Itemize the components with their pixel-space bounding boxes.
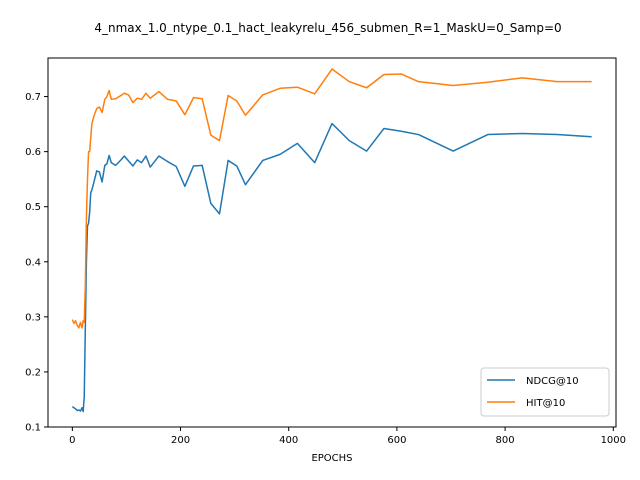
x-tick-label: 200 [171,435,190,446]
legend: NDCG@10 HIT@10 [480,367,610,417]
series-line-hit-10 [71,68,592,329]
y-tick-label: 0.2 [25,367,41,378]
y-tick-label: 0.5 [25,202,41,213]
y-tick-label: 0.1 [25,423,41,434]
axes-frame [47,57,617,428]
y-tick-label: 0.3 [25,312,41,323]
x-tick-label: 400 [279,435,298,446]
y-axis: 0.1 0.2 0.3 0.4 0.5 0.6 0.7 [25,92,48,434]
x-axis-label: EPOCHS [311,453,352,464]
x-tick-label: 1000 [601,435,626,446]
plot-area [71,68,592,413]
legend-label-ndcg: NDCG@10 [526,376,579,387]
x-tick-label: 0 [69,435,75,446]
y-tick-label: 0.4 [25,257,41,268]
y-tick-label: 0.7 [25,92,41,103]
legend-label-hit: HIT@10 [526,398,565,409]
y-tick-label: 0.6 [25,147,41,158]
x-axis: 0 200 400 600 800 1000 [69,427,626,446]
x-tick-label: 800 [496,435,515,446]
chart-title: 4_nmax_1.0_ntype_0.1_hact_leakyrelu_456_… [94,21,561,35]
x-tick-label: 600 [387,435,406,446]
